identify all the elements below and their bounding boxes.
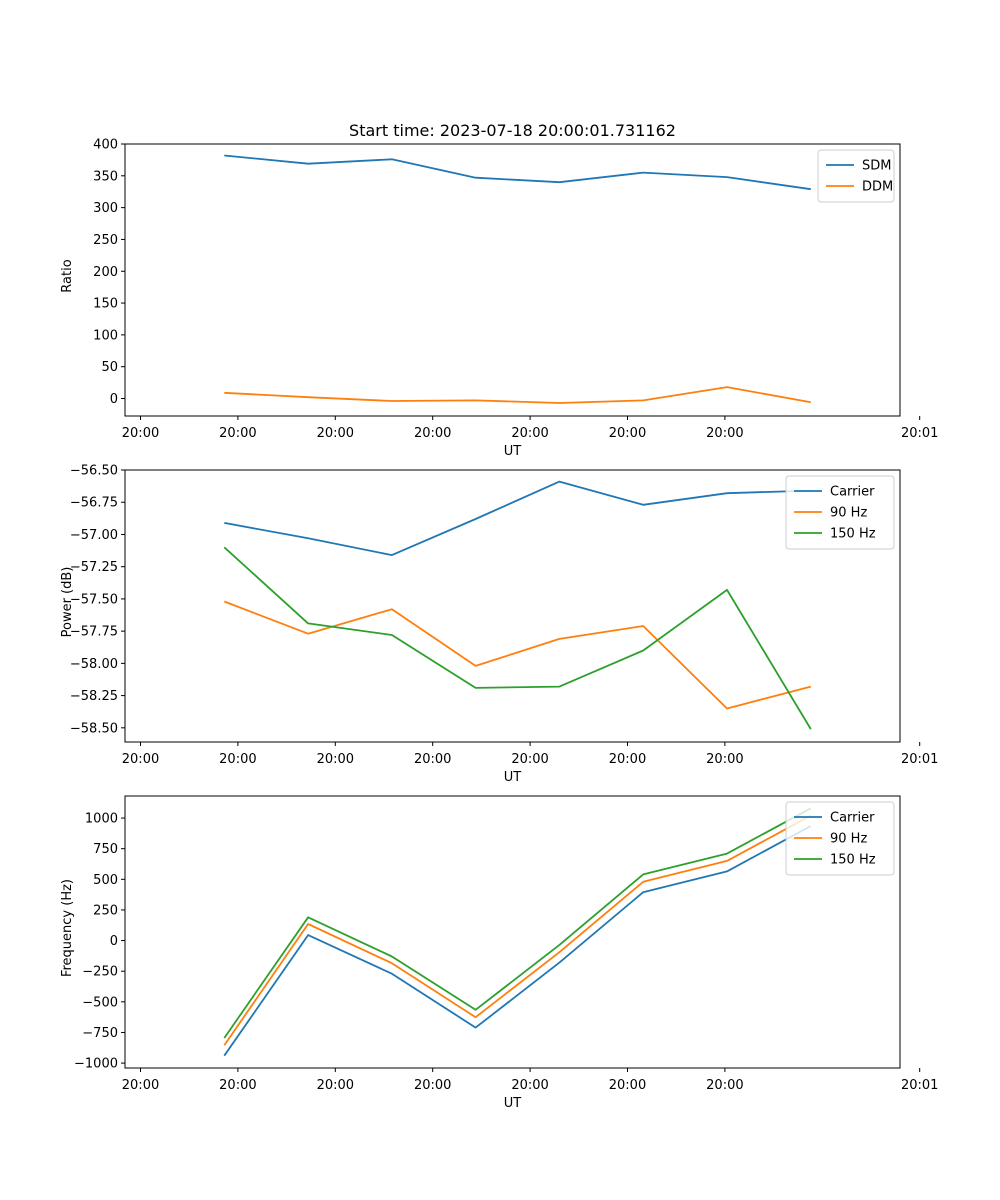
- x-tick-label: 20:00: [706, 426, 743, 441]
- x-tick-label: 20:01: [901, 1078, 938, 1093]
- x-tick-label: 20:00: [414, 426, 451, 441]
- y-tick-label: 0: [110, 934, 118, 949]
- legend-label: 150 Hz: [830, 853, 876, 868]
- x-tick-label: 20:00: [219, 426, 256, 441]
- x-tick-label: 20:00: [122, 1078, 159, 1093]
- x-tick-label: 20:00: [511, 752, 548, 767]
- y-tick-label: 400: [93, 138, 118, 153]
- plot-1: Start time: 2023-07-18 20:00:01.731162 0 5…: [60, 121, 938, 459]
- y-tick-label: −56.50: [70, 464, 118, 479]
- y-tick-label: 250: [93, 903, 118, 918]
- y-tick-label: 350: [93, 169, 118, 184]
- legend: Carrier 90 Hz 150 Hz: [785, 475, 895, 550]
- x-tick-label: 20:00: [609, 1078, 646, 1093]
- y-tick-label: −750: [82, 1026, 118, 1041]
- y-tick-label: 200: [93, 265, 118, 280]
- y-tick-label: 150: [93, 297, 118, 312]
- x-axis-label: UT: [504, 444, 522, 459]
- y-tick-label: 300: [93, 201, 118, 216]
- series-line-90-hz: [223, 600, 812, 710]
- y-tick-label: −57.25: [70, 560, 118, 575]
- series-line-carrier: [224, 480, 811, 556]
- legend-box: [817, 149, 895, 203]
- legend-label: Carrier: [830, 485, 875, 500]
- y-tick-label: −57.75: [70, 625, 118, 640]
- y-tick-label: −500: [82, 995, 118, 1010]
- plot-2: −58.50 −58.25 −58.00 −57.75 −57.50 −57.25 −57.…: [60, 464, 938, 786]
- y-tick-label: −57.00: [70, 528, 118, 543]
- x-tick-label: 20:00: [219, 1078, 256, 1093]
- y-tick-label: 750: [93, 842, 118, 857]
- series-line-ddm: [224, 386, 811, 404]
- y-tick-label: −1000: [74, 1057, 118, 1072]
- x-tick-label: 20:00: [414, 1078, 451, 1093]
- x-tick-label: 20:01: [901, 426, 938, 441]
- legend-box: [785, 475, 895, 550]
- legend-label: DDM: [862, 180, 893, 195]
- y-tick-label: −56.75: [70, 496, 118, 511]
- y-tick-label: 50: [101, 360, 118, 375]
- y-tick-label: 250: [93, 233, 118, 248]
- x-tick-label: 20:01: [901, 752, 938, 767]
- x-tick-label: 20:00: [122, 426, 159, 441]
- x-tick-label: 20:00: [317, 426, 354, 441]
- x-tick-label: 20:00: [609, 426, 646, 441]
- x-tick-label: 20:00: [219, 752, 256, 767]
- x-tick-label: 20:00: [706, 752, 743, 767]
- legend-label: 90 Hz: [830, 506, 867, 521]
- legend-label: 150 Hz: [830, 527, 876, 542]
- legend: SDM DDM: [817, 149, 895, 203]
- y-tick-label: 0: [110, 392, 118, 407]
- x-axis-label: UT: [504, 770, 522, 785]
- x-tick-label: 20:00: [414, 752, 451, 767]
- legend-box: [785, 801, 895, 876]
- series-line-150-hz: [223, 546, 812, 730]
- y-tick-label: 500: [93, 873, 118, 888]
- y-tick-label: −58.00: [70, 657, 118, 672]
- x-tick-label: 20:00: [511, 1078, 548, 1093]
- y-tick-label: −58.25: [70, 689, 118, 704]
- axes-frame: [124, 143, 901, 417]
- x-tick-label: 20:00: [609, 752, 646, 767]
- y-axis-label: Power (dB): [60, 567, 75, 638]
- x-tick-label: 20:00: [511, 426, 548, 441]
- x-axis-label: UT: [504, 1096, 522, 1111]
- x-tick-label: 20:00: [122, 752, 159, 767]
- x-tick-label: 20:00: [317, 752, 354, 767]
- legend: Carrier 90 Hz 150 Hz: [785, 801, 895, 876]
- axes-frame: [124, 469, 901, 743]
- y-tick-label: −250: [82, 965, 118, 980]
- plot-3: −1000 −750 −500 −250 0 250 500 750 1000 20:00 20:0…: [60, 795, 938, 1111]
- y-axis-label: Ratio: [60, 259, 75, 292]
- series-line-carrier: [223, 825, 812, 1057]
- series-line-150-hz: [223, 807, 812, 1039]
- y-tick-label: −58.50: [70, 721, 118, 736]
- y-tick-label: 100: [93, 328, 118, 343]
- series-line-90-hz: [223, 814, 812, 1046]
- y-tick-label: −57.50: [70, 592, 118, 607]
- x-tick-label: 20:00: [706, 1078, 743, 1093]
- series-line-sdm: [224, 154, 811, 191]
- x-tick-label: 20:00: [317, 1078, 354, 1093]
- legend-label: Carrier: [830, 811, 875, 826]
- axes-frame: [124, 795, 901, 1069]
- y-tick-label: 1000: [85, 812, 118, 827]
- legend-label: 90 Hz: [830, 832, 867, 847]
- legend-label: SDM: [862, 159, 891, 174]
- chart-title: Start time: 2023-07-18 20:00:01.731162: [349, 121, 676, 140]
- y-axis-label: Frequency (Hz): [60, 879, 75, 977]
